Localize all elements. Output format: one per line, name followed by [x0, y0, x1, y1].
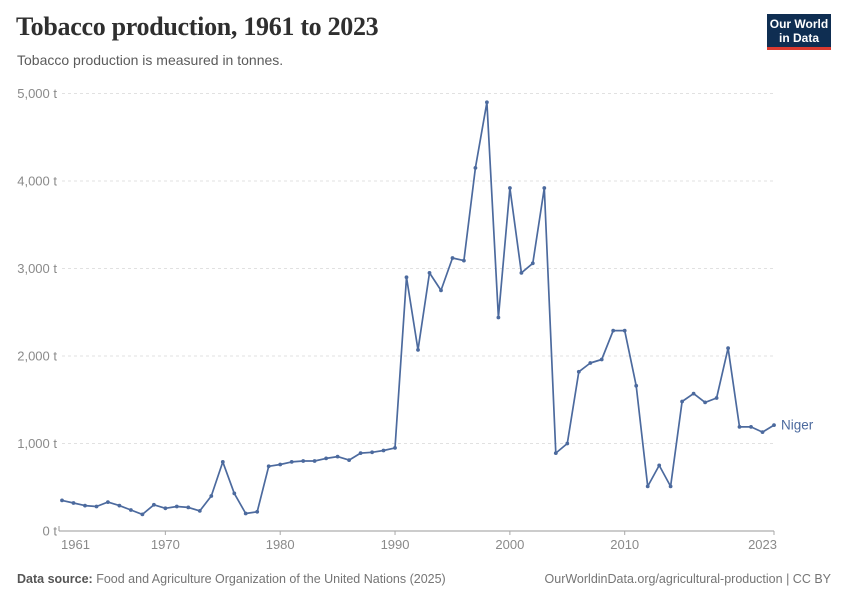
data-point[interactable]: [163, 506, 168, 511]
data-point[interactable]: [60, 498, 64, 503]
x-axis-tick-label: 2023: [748, 537, 777, 552]
data-point[interactable]: [106, 500, 110, 504]
data-point[interactable]: [680, 399, 684, 404]
data-point[interactable]: [737, 425, 742, 429]
data-point[interactable]: [278, 462, 283, 467]
y-axis-tick-label: 5,000 t: [17, 86, 57, 101]
data-point[interactable]: [760, 430, 765, 434]
data-point[interactable]: [462, 258, 466, 263]
data-point[interactable]: [174, 504, 179, 509]
data-point[interactable]: [657, 463, 662, 468]
data-point[interactable]: [703, 400, 707, 405]
data-point[interactable]: [450, 256, 455, 260]
owid-logo[interactable]: Our World in Data: [767, 14, 831, 50]
x-axis-tick-label: 2000: [495, 537, 524, 552]
data-point[interactable]: [714, 396, 719, 400]
cc-by-link[interactable]: CC BY: [792, 572, 831, 586]
data-point[interactable]: [404, 275, 409, 280]
data-source-note: Data source: Food and Agriculture Organi…: [17, 572, 446, 586]
data-point[interactable]: [94, 504, 99, 509]
data-point[interactable]: [530, 261, 535, 266]
x-axis-tick-label: 1990: [381, 537, 410, 552]
y-axis-tick-label: 2,000 t: [17, 349, 57, 364]
data-point[interactable]: [427, 271, 432, 275]
data-point[interactable]: [622, 328, 627, 333]
y-axis-tick-label: 1,000 t: [17, 436, 57, 451]
data-point[interactable]: [358, 451, 363, 455]
x-axis-tick-label: 2010: [610, 537, 639, 552]
y-axis-tick-label: 4,000 t: [17, 174, 57, 189]
data-point[interactable]: [209, 494, 214, 498]
chart-title: Tobacco production, 1961 to 2023: [16, 12, 379, 41]
owid-url-link[interactable]: OurWorldinData.org/agricultural-producti…: [544, 572, 783, 586]
x-axis-tick-label: 1961: [61, 537, 90, 552]
owid-logo-line1: Our World: [769, 16, 829, 31]
data-point[interactable]: [324, 456, 328, 461]
data-point[interactable]: [347, 458, 351, 462]
y-axis-tick-label: 0 t: [43, 524, 58, 539]
data-point[interactable]: [312, 459, 317, 463]
data-point[interactable]: [726, 346, 730, 350]
data-point[interactable]: [117, 503, 122, 508]
chart-subtitle: Tobacco production is measured in tonnes…: [17, 52, 284, 68]
data-point[interactable]: [416, 348, 420, 352]
data-point[interactable]: [83, 503, 87, 508]
data-point[interactable]: [588, 361, 593, 365]
data-source-text: Food and Agriculture Organization of the…: [92, 572, 446, 586]
data-point[interactable]: [439, 288, 443, 293]
data-point[interactable]: [668, 484, 673, 489]
data-point[interactable]: [496, 315, 501, 320]
data-point[interactable]: [485, 100, 489, 105]
data-point[interactable]: [508, 186, 512, 190]
data-point[interactable]: [576, 369, 581, 374]
x-axis-tick-label: 1980: [266, 537, 295, 552]
chart-footer: Data source: Food and Agriculture Organi…: [17, 572, 831, 586]
series-line-niger[interactable]: [61, 101, 775, 516]
data-point[interactable]: [370, 450, 374, 455]
data-point[interactable]: [152, 502, 156, 507]
data-point[interactable]: [599, 357, 604, 362]
data-point[interactable]: [691, 391, 696, 396]
data-point[interactable]: [393, 446, 397, 450]
footer-links: OurWorldinData.org/agricultural-producti…: [545, 572, 831, 586]
data-point[interactable]: [301, 459, 306, 463]
data-point[interactable]: [553, 451, 558, 455]
data-point[interactable]: [565, 441, 570, 446]
footer-separator: |: [782, 572, 793, 586]
data-point[interactable]: [772, 423, 776, 427]
data-point[interactable]: [197, 509, 202, 513]
data-point[interactable]: [266, 464, 271, 469]
y-axis-tick-label: 3,000 t: [17, 261, 57, 276]
data-point[interactable]: [542, 186, 547, 190]
data-point[interactable]: [255, 509, 260, 514]
data-point[interactable]: [140, 512, 145, 517]
data-point[interactable]: [232, 491, 237, 496]
data-point[interactable]: [634, 383, 639, 388]
data-point[interactable]: [243, 511, 248, 516]
entity-label[interactable]: Niger: [781, 418, 814, 433]
data-point[interactable]: [71, 501, 76, 505]
x-axis-tick-label: 1970: [151, 537, 180, 552]
data-point[interactable]: [381, 448, 386, 453]
data-point[interactable]: [220, 460, 225, 464]
data-point[interactable]: [749, 425, 753, 429]
data-point[interactable]: [289, 460, 294, 464]
data-point[interactable]: [645, 484, 650, 489]
data-point[interactable]: [473, 166, 478, 170]
data-point[interactable]: [519, 271, 524, 275]
data-source-label: Data source:: [17, 572, 93, 586]
data-point[interactable]: [335, 454, 340, 459]
data-point[interactable]: [186, 505, 191, 510]
owid-logo-line2: in Data: [778, 30, 819, 45]
data-point[interactable]: [611, 328, 616, 333]
data-point[interactable]: [129, 508, 133, 512]
